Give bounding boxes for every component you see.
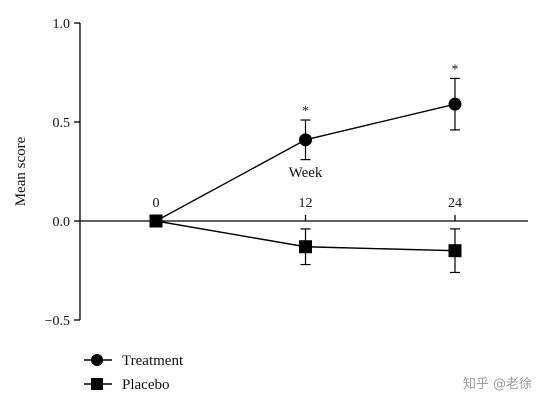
series-placebo: [149, 214, 462, 274]
legend-item-placebo: Placebo: [84, 377, 169, 393]
x-tick-label: 0: [153, 196, 160, 211]
y-tick-label: 0.5: [53, 116, 71, 131]
watermark: 知乎 @老徐: [463, 376, 532, 392]
y-tick-label: 0.0: [53, 215, 71, 230]
significance-marker: *: [302, 104, 309, 119]
data-point: [299, 133, 312, 147]
legend-item-treatment: Treatment: [84, 353, 184, 369]
legend-marker: [91, 354, 103, 366]
data-point: [448, 97, 462, 111]
x-tick-label: 24: [448, 196, 462, 211]
y-tick-label: −0.5: [45, 314, 70, 329]
legend: Treatment Placebo: [84, 353, 184, 393]
x-axis-title: Week: [289, 165, 323, 181]
significance-marker: *: [452, 62, 459, 77]
legend-marker: [91, 378, 103, 390]
y-tick-label: 1.0: [53, 17, 71, 32]
x-tick-label: 12: [299, 196, 313, 211]
series-layer: **: [149, 62, 462, 274]
legend-label: Placebo: [122, 377, 169, 393]
data-point: [448, 244, 462, 258]
data-point: [149, 214, 163, 228]
data-point: [299, 240, 312, 254]
legend-label: Treatment: [122, 353, 184, 369]
y-axis-title: Mean score: [13, 136, 29, 206]
